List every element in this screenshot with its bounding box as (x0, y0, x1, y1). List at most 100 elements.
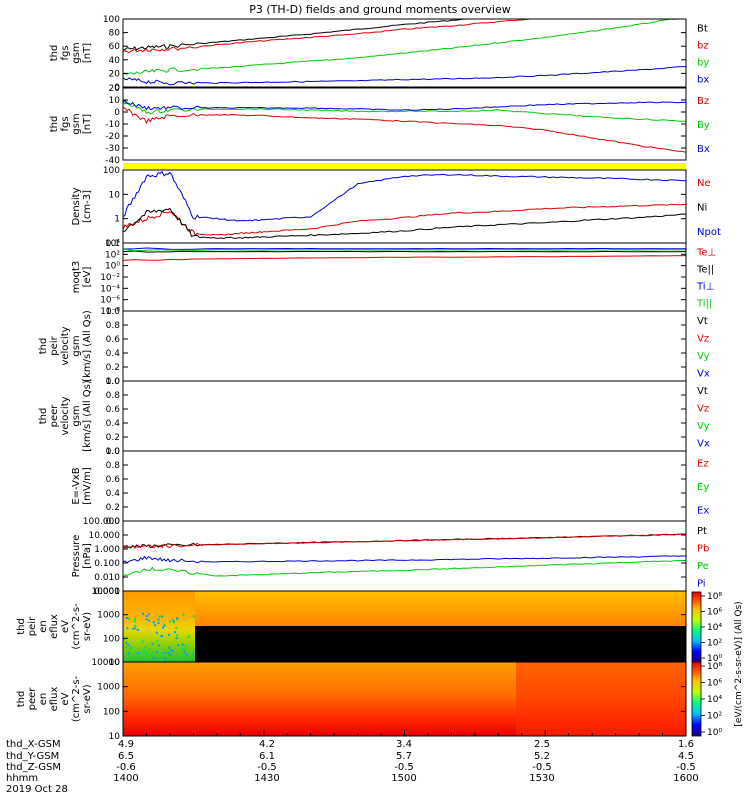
colorbar-tick-label: 10⁶ (707, 679, 722, 689)
legend-pe: Pe (697, 561, 709, 572)
spectrogram-pixel (142, 612, 145, 615)
y-axis-label: [nPa] (82, 543, 93, 569)
y-tick-label: 0.6 (106, 405, 121, 415)
y-tick-label: 10 (109, 190, 121, 200)
x-row-value: 3.4 (396, 739, 412, 750)
x-row-value: 1430 (254, 773, 279, 784)
spectrogram-pixel (184, 644, 187, 647)
y-tick-label: 100 (103, 707, 120, 717)
legend-bz: bz (697, 41, 709, 52)
colorbar-tick-label: 10⁰ (707, 728, 722, 738)
spectrogram-pixel (187, 635, 190, 638)
y-axis-label: velocity (60, 396, 71, 435)
x-row-value: 1600 (673, 773, 698, 784)
y-tick-label: 1.0 (106, 377, 121, 387)
y-tick-label: 100.000 (83, 517, 120, 527)
spectrogram-pixel (170, 648, 173, 651)
x-row-value: 4.5 (678, 751, 694, 762)
legend-vt: Vt (697, 316, 708, 327)
series-bt (122, 18, 686, 51)
y-axis-label: fgs (60, 45, 71, 60)
spectrogram-pixel (125, 616, 128, 619)
y-axis-label: moqt3 (71, 261, 82, 294)
series-by (122, 100, 687, 122)
panel-peir_spectrogram: 10000 1000 100 10 thd peir en eflux eV (cm^2-s-sr… (16, 587, 687, 668)
y-tick-label: 0.010 (94, 573, 120, 583)
spectrogram-pixel (167, 651, 170, 654)
y-tick-label: 1000 (97, 611, 120, 621)
y-tick-label: 0.2 (106, 363, 120, 373)
legend-ti-: Ti|| (696, 299, 712, 310)
spectrogram-pixel (152, 657, 155, 660)
legend-bx: bx (697, 75, 709, 86)
series-ni (123, 207, 687, 239)
x-row-label: thd_Y-GSM (6, 751, 59, 762)
x-row-label: hhmm (6, 773, 38, 784)
spectrogram-pixel (155, 650, 158, 653)
y-tick-label: 0.8 (106, 461, 121, 471)
y-axis-label: thd (38, 338, 49, 355)
spectrogram-pixel (172, 619, 175, 622)
spectrogram-pixel (127, 617, 130, 620)
y-axis-label: gsm (71, 42, 82, 63)
spectrogram-pixel (173, 631, 176, 634)
y-tick-label: 0 (114, 108, 120, 118)
spectrogram-pixel (163, 624, 166, 627)
colorbar-tick-label: 10⁸ (707, 592, 722, 602)
y-axis-label: velocity (60, 326, 71, 365)
y-tick-label: -20 (105, 132, 120, 142)
spectrogram-pixel (145, 614, 148, 617)
y-tick-label: 0.4 (106, 419, 121, 429)
colorbar-tick-label: 10² (707, 639, 722, 649)
series-te- (122, 255, 687, 261)
legend-te-: Te⊥ (696, 248, 716, 259)
y-axis-label: en (38, 620, 49, 633)
spectrogram-pixel (161, 615, 164, 618)
y-axis-label: [nT] (82, 43, 93, 63)
x-row-value: 6.5 (118, 751, 134, 762)
spectrogram-pixel (148, 619, 151, 622)
spectrogram-pixel (154, 624, 157, 627)
legend-ne: Ne (697, 178, 711, 189)
x-row-value: 6.1 (259, 751, 275, 762)
spectrogram-pixel (130, 646, 133, 649)
spectrogram-pixel (152, 652, 155, 655)
legend-ex: Ex (697, 505, 709, 516)
y-tick-label: 0.001 (94, 587, 120, 597)
spectrogram-pixel (125, 646, 128, 649)
x-row-value: -0.5 (532, 762, 552, 773)
spectrogram-pixel (175, 617, 178, 620)
y-tick-label: 10000 (91, 587, 120, 597)
series-pi (122, 555, 687, 564)
spectrogram-pixel (156, 640, 159, 643)
spectrogram-pixel (132, 627, 135, 630)
legend-te-: Te|| (696, 265, 714, 276)
y-tick-label: 100 (103, 634, 120, 644)
spectrogram-pixel (151, 642, 154, 645)
colorbar-bottom (691, 661, 702, 737)
y-axis-label: peir (27, 616, 38, 636)
spectrogram-pixel (147, 648, 150, 651)
panel-peer_spectrogram: 10000 1000 100 10 thd peer en eflux eV (cm^2-s-sr… (16, 658, 687, 742)
panel-peer_velocity: 1.0 0.8 0.6 0.4 0.2 0.0 thd peer velocity gsm [km/… (38, 377, 710, 457)
y-tick-label: 10 (109, 658, 121, 668)
y-axis-label: thd (16, 618, 27, 635)
y-tick-label: 10⁰ (105, 262, 120, 272)
y-axis-label: [km/s] (All Qs) (82, 380, 93, 452)
spectrogram-pixel (168, 654, 171, 657)
date-label: 2019 Oct 28 (6, 784, 68, 795)
y-tick-label: 10² (105, 250, 120, 260)
spectrogram-pixel (129, 648, 132, 651)
legend-vy: Vy (697, 351, 710, 362)
panel-frame (122, 310, 687, 382)
mode-bar (123, 163, 686, 169)
colorbar-tick-label: 10⁰ (707, 654, 722, 664)
legend-ni: Ni (697, 203, 707, 214)
y-axis-label: thd (49, 116, 60, 133)
spectrogram-pixel (184, 647, 187, 650)
legend-vx: Vx (697, 368, 710, 379)
panel-peir_velocity: 1.0 0.8 0.6 0.4 0.2 0.0 thd peir velocity gsm [km/… (38, 307, 710, 387)
spectrogram-pixel (145, 653, 148, 656)
series-pe (122, 560, 686, 579)
